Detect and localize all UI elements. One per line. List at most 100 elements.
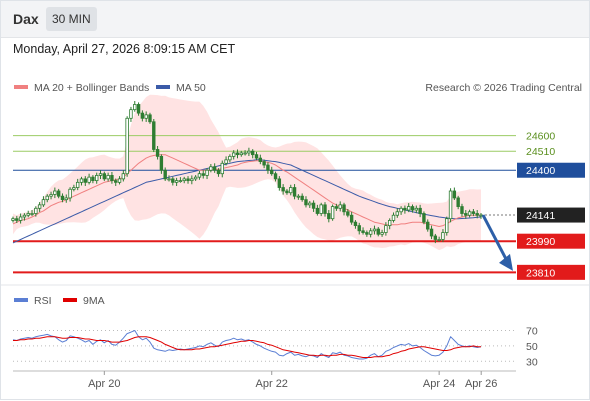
candle	[87, 173, 91, 185]
candle	[45, 194, 49, 203]
candle	[98, 170, 103, 180]
candle	[285, 188, 289, 195]
candle	[262, 159, 266, 169]
candle	[193, 175, 198, 181]
candle	[133, 101, 137, 112]
ma20-legend-swatch	[14, 85, 28, 89]
candle	[300, 193, 304, 202]
interval-button[interactable]: 30 MIN	[46, 7, 97, 31]
candle	[334, 203, 339, 211]
bollinger-band-area	[13, 94, 481, 251]
candle	[368, 228, 373, 238]
x-tick-label: Apr 22	[256, 378, 288, 390]
candle	[205, 168, 209, 180]
candle	[197, 170, 202, 180]
candle	[338, 201, 342, 212]
level-label-24400: 24400	[526, 165, 555, 177]
candle	[148, 112, 152, 124]
candle	[464, 210, 468, 219]
candle	[243, 150, 247, 156]
rsi-pane: 70 50 30	[12, 326, 538, 368]
level-label-24510: 24510	[526, 146, 555, 158]
candle	[346, 209, 350, 218]
candle	[460, 203, 464, 217]
level-badge-23990	[517, 233, 585, 249]
candle	[330, 204, 335, 221]
candle	[15, 215, 19, 224]
candle	[353, 220, 358, 229]
timestamp: Monday, April 27, 2026 8:09:15 AM CET	[13, 42, 236, 56]
forecast-arrow-shaft	[481, 214, 509, 262]
candle	[83, 176, 87, 186]
rsi-legend-swatch	[14, 298, 28, 302]
candle	[414, 205, 419, 214]
moving-averages	[12, 154, 482, 244]
candle	[18, 213, 23, 224]
level-label-24141: 24141	[526, 210, 555, 222]
candle	[26, 210, 30, 218]
candle	[201, 170, 205, 179]
forecast-arrow	[481, 214, 513, 271]
instrument-name: Dax	[13, 11, 39, 27]
candle	[281, 184, 285, 195]
candle	[292, 184, 297, 200]
candle	[349, 211, 354, 225]
candle	[231, 150, 236, 160]
candle	[308, 201, 312, 208]
candle	[361, 227, 365, 235]
candle	[426, 219, 430, 232]
candle	[171, 176, 175, 186]
ma50-legend-swatch	[156, 85, 170, 89]
level-badge-23810	[517, 264, 585, 280]
x-tick-label: Apr 26	[465, 378, 497, 390]
candle	[152, 119, 156, 153]
ma50-legend-label: MA 50	[176, 82, 206, 94]
candle	[437, 236, 441, 242]
candle	[418, 204, 422, 218]
candle	[399, 206, 403, 215]
header-bar: Dax 30 MIN	[1, 1, 589, 38]
ma20-legend-label: MA 20 + Bollinger Bands	[34, 82, 149, 94]
candle	[410, 204, 415, 213]
level-badge-24141	[517, 207, 585, 223]
candle	[102, 171, 107, 181]
candle	[475, 210, 479, 219]
candle	[140, 110, 145, 122]
candle	[342, 202, 346, 216]
rsi-tick-30: 30	[526, 356, 538, 368]
candle	[53, 187, 57, 199]
rsi-legend-label: RSI	[34, 295, 52, 307]
candle	[155, 146, 160, 160]
candle	[384, 222, 388, 236]
x-tick-label: Apr 20	[88, 378, 120, 390]
candle	[289, 184, 293, 196]
candle	[22, 213, 27, 221]
candle	[49, 191, 53, 200]
candle	[247, 147, 251, 157]
candle	[34, 206, 38, 217]
candle	[174, 177, 179, 186]
rsi-ma-line	[13, 336, 481, 358]
bollinger-band	[13, 94, 481, 251]
price-levels	[13, 135, 516, 274]
candle	[403, 205, 407, 214]
candle	[380, 229, 384, 237]
candle	[239, 150, 243, 157]
candle	[91, 175, 95, 184]
candle	[64, 194, 68, 203]
candle	[212, 163, 217, 173]
candle	[273, 171, 278, 182]
level-badge-24400	[517, 162, 585, 178]
candle	[186, 176, 190, 184]
candle	[159, 154, 164, 174]
candle	[95, 172, 99, 184]
candle	[448, 188, 453, 223]
forecast-arrow-head	[499, 253, 513, 271]
rsi-line	[12, 330, 482, 360]
candle	[441, 229, 445, 243]
copyright-note: Research © 2026 Trading Central	[425, 82, 582, 94]
candle	[68, 187, 72, 202]
candle	[121, 170, 126, 182]
